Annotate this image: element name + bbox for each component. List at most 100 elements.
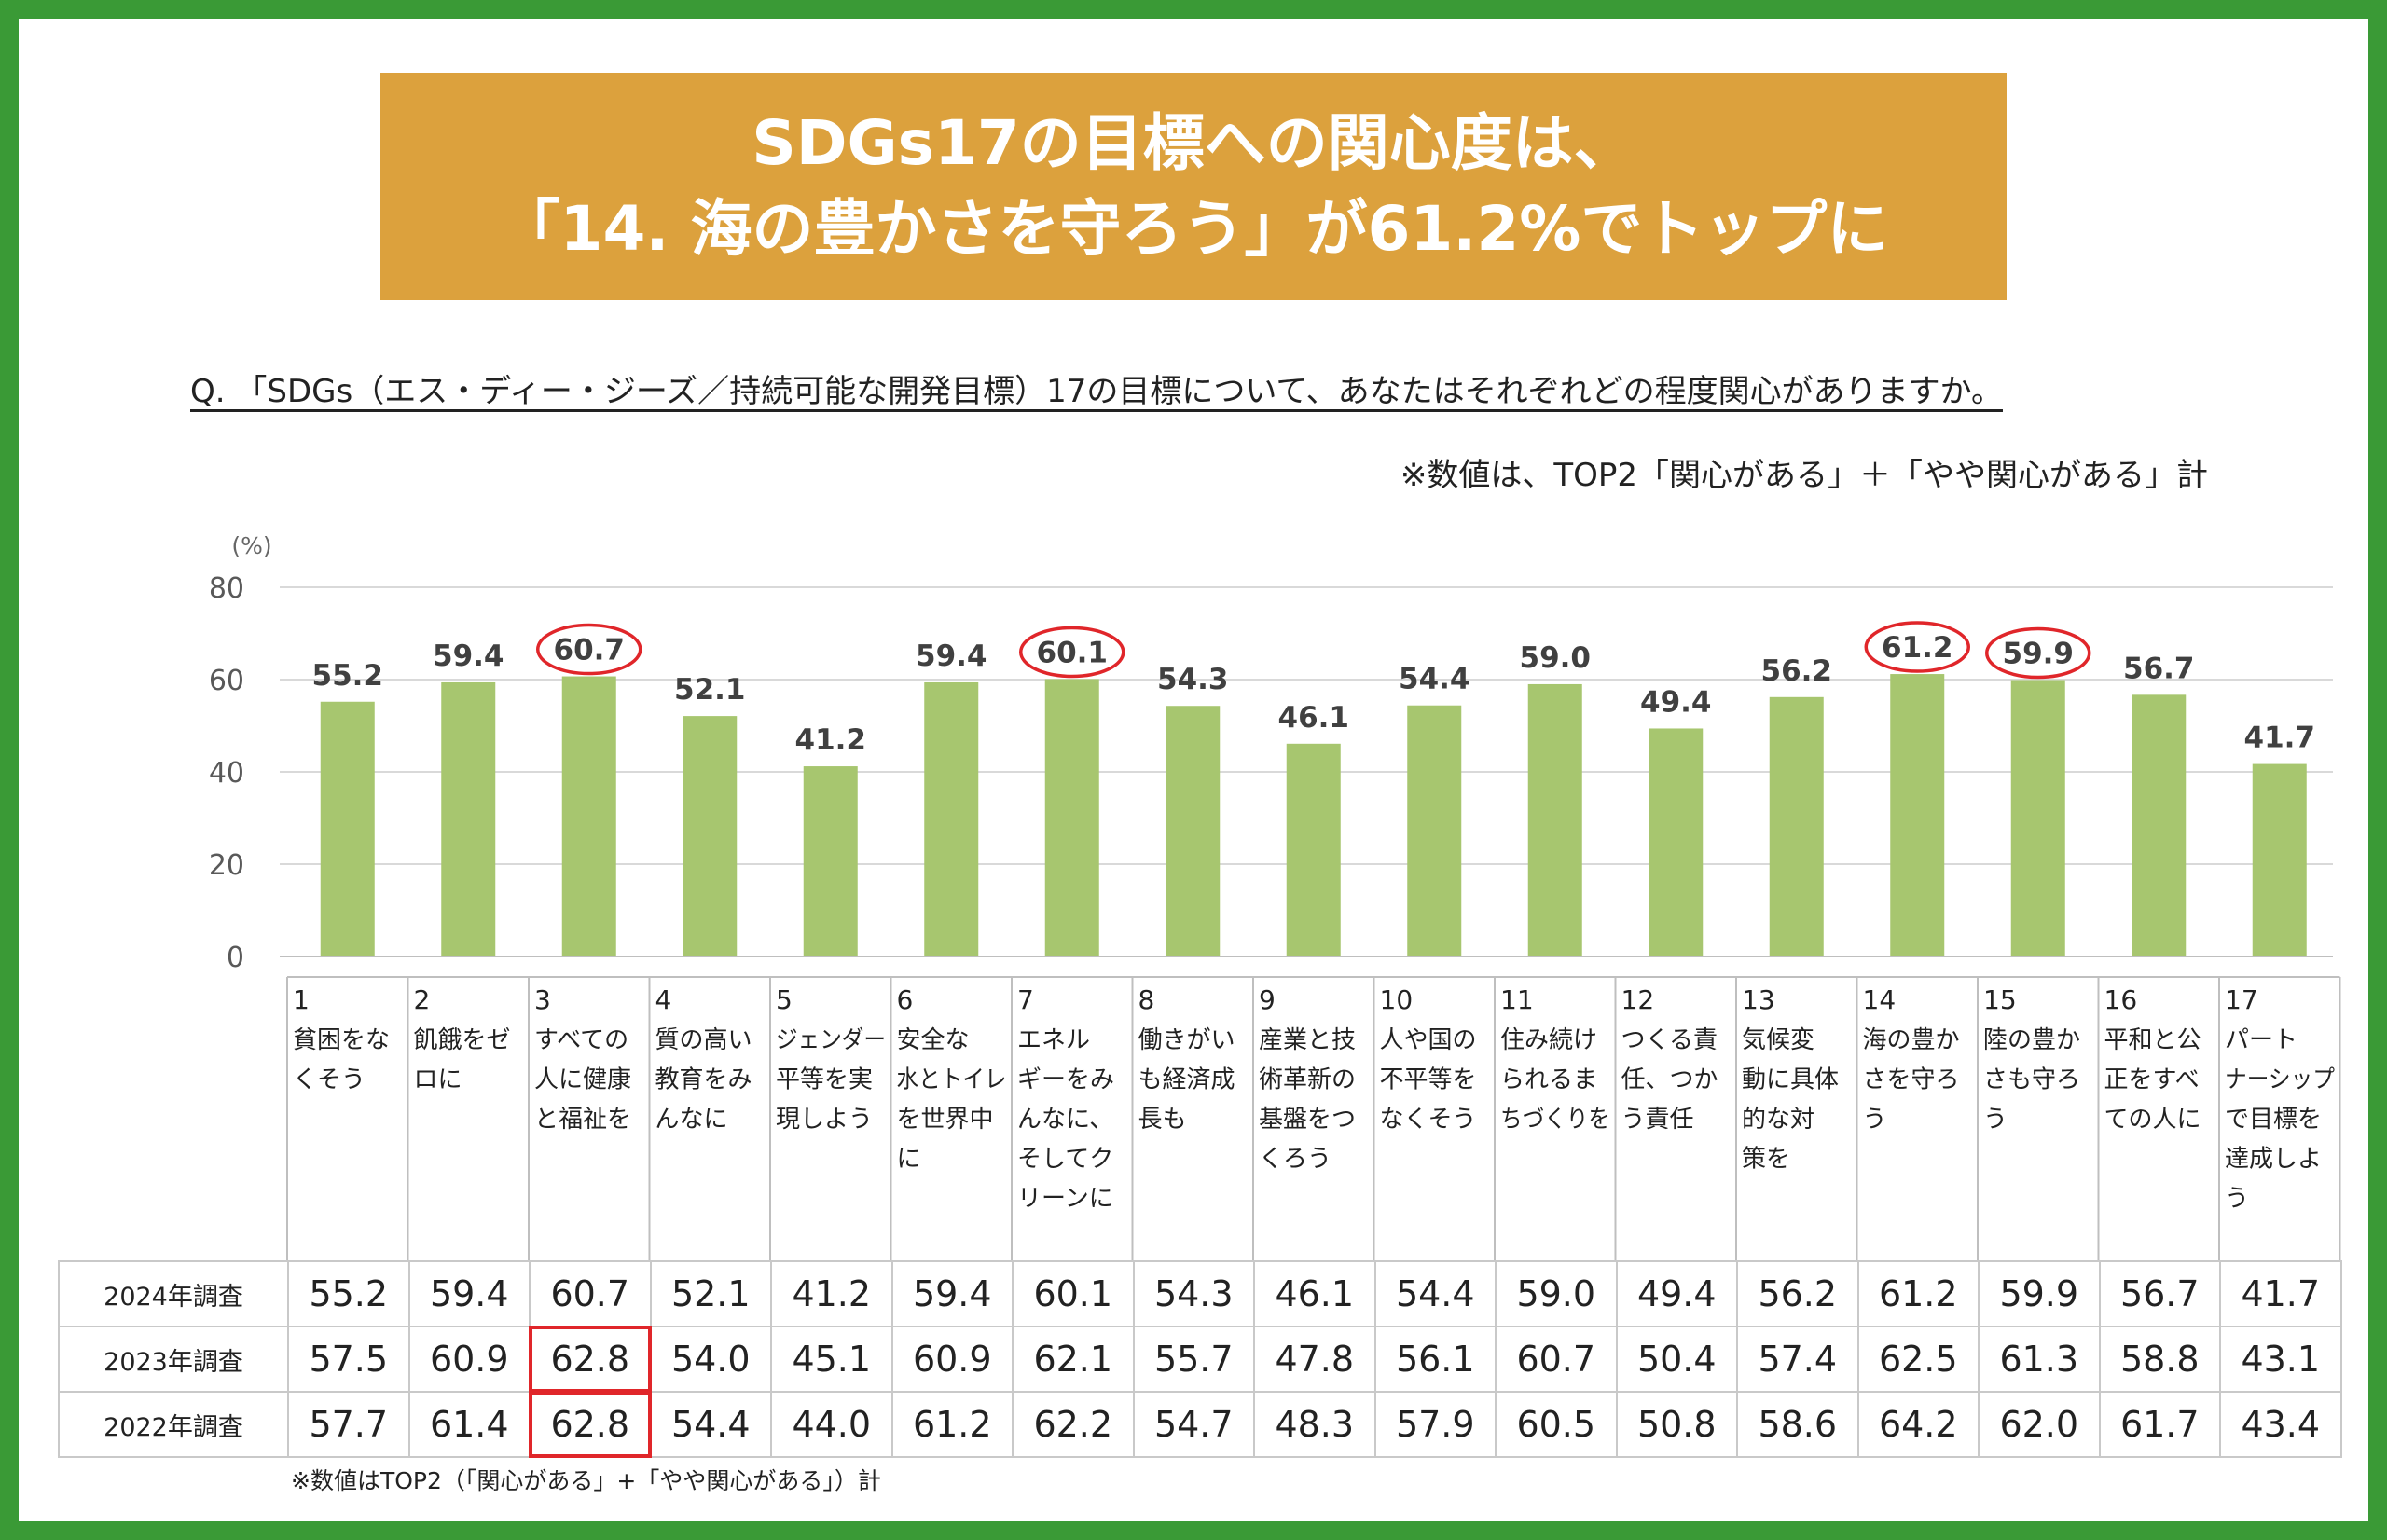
category-label-line: で目標を <box>2225 1106 2322 1134</box>
bar-goal-10 <box>1407 705 1462 956</box>
category-label-line: エネル <box>1017 1026 1090 1054</box>
table-cell: 50.8 <box>1615 1391 1738 1458</box>
category-label-line: ジェンダー <box>776 1026 886 1054</box>
category-label-line: 人や国の <box>1380 1026 1477 1054</box>
table-cell: 61.7 <box>2098 1391 2221 1458</box>
table-cell: 43.1 <box>2219 1326 2342 1393</box>
category-number: 5 <box>776 984 793 1015</box>
category-number: 3 <box>534 984 551 1015</box>
y-tick-label: 0 <box>227 942 244 974</box>
table-cell: 61.3 <box>1978 1326 2101 1393</box>
table-cell: 59.0 <box>1495 1260 1618 1327</box>
highlight-circle <box>1019 626 1125 679</box>
category-label-line: んなに、 <box>1017 1106 1113 1134</box>
calculation-note: ※数値は、TOP2「関心がある」＋「やや関心がある」計 <box>1400 457 2208 494</box>
highlight-circle <box>1864 621 1970 673</box>
bar-goal-2 <box>441 681 496 956</box>
table-cell: 56.7 <box>2098 1260 2221 1327</box>
category-number: 16 <box>2104 984 2138 1015</box>
category-number: 15 <box>1983 984 2017 1015</box>
data-label: 56.2 <box>1761 654 1833 688</box>
category-label-line: すべての <box>534 1026 628 1054</box>
category-label-line: 安全な <box>897 1026 970 1054</box>
table-cell: 60.5 <box>1495 1391 1618 1458</box>
table-row-label: 2023年調査 <box>58 1326 289 1393</box>
title-banner: SDGs17の目標への関心度は、 「14. 海の豊かさを守ろう」が61.2%でト… <box>380 73 2007 300</box>
category-number: 2 <box>414 984 431 1015</box>
category-label-line: パート <box>2225 1026 2297 1054</box>
category-label-line: に <box>897 1146 921 1174</box>
category-label-line: 教育をみ <box>655 1066 752 1094</box>
category-label-line: くろう <box>1259 1146 1331 1174</box>
category-label-line: ギーをみ <box>1017 1066 1114 1094</box>
table-cell: 64.2 <box>1856 1391 1980 1458</box>
table-cell: 41.2 <box>770 1260 893 1327</box>
category-number: 14 <box>1863 984 1897 1015</box>
data-label: 55.2 <box>312 659 384 693</box>
y-tick-label: 40 <box>209 757 244 790</box>
bar-goal-8 <box>1166 706 1221 956</box>
table-cell: 62.8 <box>529 1326 652 1393</box>
table-cell: 46.1 <box>1253 1260 1376 1327</box>
category-number: 9 <box>1259 984 1276 1015</box>
table-cell: 62.5 <box>1856 1326 1980 1393</box>
bar-chart: (%) 0 20 40 60 80 55.2 59.4 60.7 52.1 41.2 59.4 60.1… <box>209 532 2341 1260</box>
category-label-line: 策を <box>1742 1146 1790 1174</box>
table-cell: 43.4 <box>2219 1391 2342 1458</box>
category-label-line: 不平等を <box>1380 1066 1477 1094</box>
table-cell: 58.6 <box>1736 1391 1859 1458</box>
data-label: 54.4 <box>1399 663 1470 696</box>
bar-goal-11 <box>1527 683 1582 956</box>
category-label-line: 水とトイレ <box>897 1066 1007 1094</box>
bar-goal-3 <box>561 676 616 956</box>
bar-goal-7 <box>1044 679 1099 956</box>
category-number: 13 <box>1742 984 1775 1015</box>
title-line-2: 「14. 海の豊かさを守ろう」が61.2%でトップに <box>498 193 1889 265</box>
category-label-line: 的な対 <box>1742 1106 1814 1134</box>
table-cell: 41.7 <box>2219 1260 2342 1327</box>
table-cell: 57.4 <box>1736 1326 1859 1393</box>
table-row: 2024年調査 55.2 59.4 60.7 52.1 41.2 59.4 60.1 54.3 4… <box>58 1260 2342 1327</box>
table-cell: 57.9 <box>1373 1391 1497 1458</box>
table-cell: 54.0 <box>649 1326 772 1393</box>
data-label: 46.1 <box>1278 701 1350 735</box>
category-label-line: 任、つか <box>1621 1066 1718 1094</box>
category-label-line: う <box>2225 1185 2249 1213</box>
table-cell: 62.2 <box>1012 1391 1135 1458</box>
category-label-line: 正をすべ <box>2104 1066 2200 1094</box>
table-cell: 55.2 <box>287 1260 410 1327</box>
category-label-line: ての人に <box>2104 1106 2201 1134</box>
category-label-line: 働きがい <box>1138 1026 1235 1054</box>
table-cell: 56.1 <box>1373 1326 1497 1393</box>
category-number: 11 <box>1500 984 1534 1015</box>
category-label-line: 平等を実 <box>776 1066 873 1094</box>
table-cell: 61.2 <box>1856 1260 1980 1327</box>
table-cell: 52.1 <box>649 1260 772 1327</box>
bar-goal-17 <box>2252 763 2307 956</box>
data-label: 41.7 <box>2244 722 2316 755</box>
bar-goal-13 <box>1769 696 1824 956</box>
data-label: 56.7 <box>2123 652 2195 685</box>
data-label: 49.4 <box>1640 685 1712 719</box>
yearly-data-table: 2024年調査 55.2 59.4 60.7 52.1 41.2 59.4 60.1 54.3 4… <box>58 1260 2342 1458</box>
category-label-line: ナーシップ <box>2225 1066 2335 1094</box>
table-cell: 50.4 <box>1615 1326 1738 1393</box>
table-cell: 54.4 <box>1373 1260 1497 1327</box>
table-cell: 61.4 <box>407 1391 531 1458</box>
category-label-line: つくる責 <box>1621 1026 1718 1054</box>
category-number: 6 <box>897 984 914 1015</box>
category-number: 1 <box>293 984 310 1015</box>
category-number: 7 <box>1017 984 1034 1015</box>
table-cell: 57.7 <box>287 1391 410 1458</box>
table-cell: 49.4 <box>1615 1260 1738 1327</box>
data-label: 59.0 <box>1520 641 1592 675</box>
category-label-line: そしてク <box>1017 1146 1113 1174</box>
table-cell: 62.8 <box>529 1391 652 1458</box>
data-label: 41.2 <box>795 723 867 757</box>
category-label-line: 住み続け <box>1500 1026 1597 1054</box>
table-cell: 60.7 <box>529 1260 652 1327</box>
category-label-line: う <box>1983 1106 2008 1134</box>
table-cell: 48.3 <box>1253 1391 1376 1458</box>
table-row: 2022年調査 57.7 61.4 62.8 54.4 44.0 61.2 62.2 54.7 4… <box>58 1391 2342 1458</box>
bar-goal-1 <box>320 701 375 956</box>
